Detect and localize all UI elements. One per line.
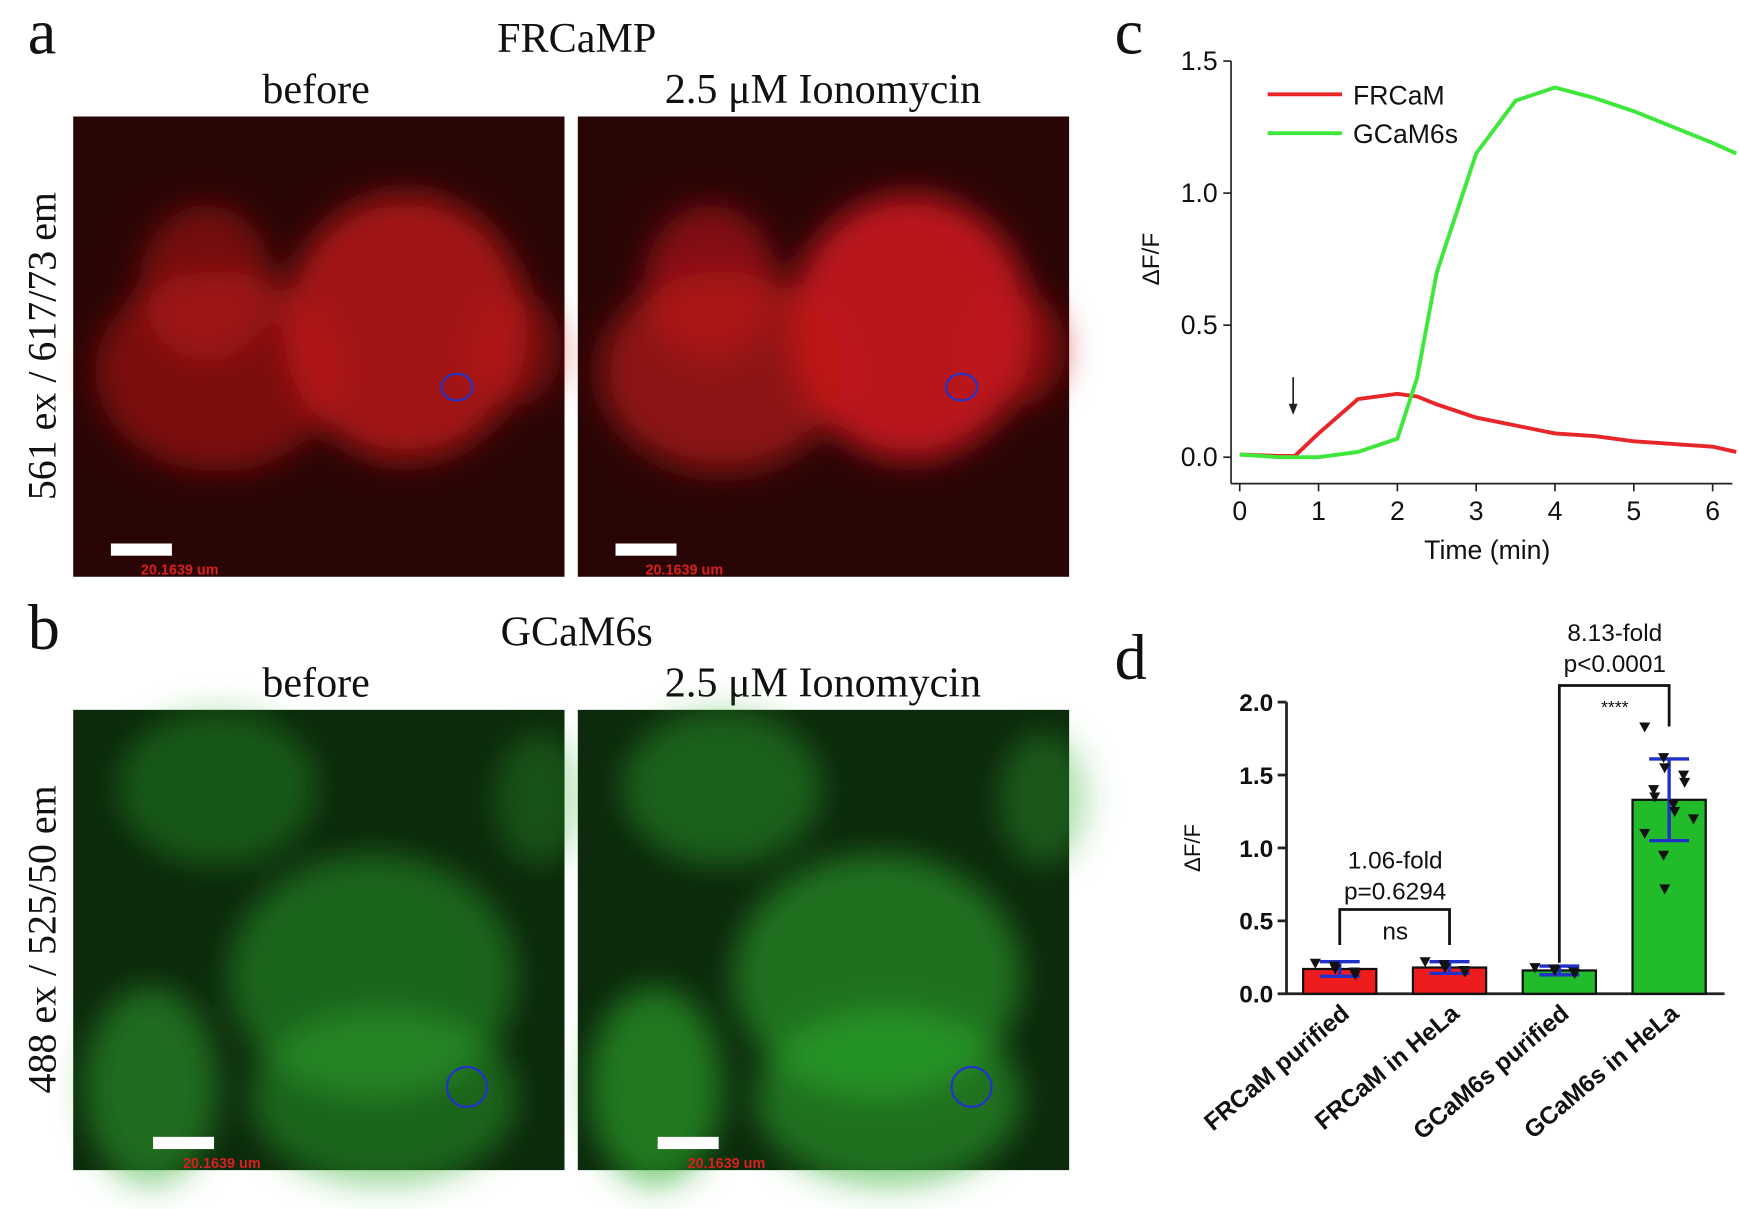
data-point <box>1569 968 1581 979</box>
data-point <box>1669 807 1681 818</box>
x-tick-label: 1 <box>1311 496 1326 526</box>
cell <box>117 709 318 866</box>
column-label: before <box>262 660 370 707</box>
cell <box>622 709 822 866</box>
panel-label: a <box>28 0 57 67</box>
series-line <box>1239 85 1738 460</box>
x-tick-label: 5 <box>1626 496 1641 526</box>
y-tick-label: 0.5 <box>1239 909 1273 936</box>
image-ylabel: 561 ex / 617/73 em <box>19 192 64 500</box>
cell <box>755 1009 1022 1187</box>
panel-label: b <box>28 592 60 663</box>
y-axis-label: ΔF/F <box>1138 233 1165 286</box>
x-tick-label: 4 <box>1548 496 1563 526</box>
annotation: p=0.6294 <box>1344 879 1446 906</box>
annotation: p<0.0001 <box>1564 651 1666 678</box>
annotation: 1.06-fold <box>1348 847 1443 874</box>
data-point <box>1329 964 1341 975</box>
x-tick-label: 3 <box>1469 496 1484 526</box>
cell <box>494 732 584 866</box>
image-ylabel: 488 ex / 525/50 em <box>19 785 64 1093</box>
data-point <box>1658 850 1670 861</box>
cell <box>283 194 528 461</box>
cell <box>977 293 1066 405</box>
column-label: 2.5 μM Ionomycin <box>665 66 981 113</box>
data-point <box>1659 884 1671 895</box>
cell <box>139 205 273 361</box>
cells <box>599 194 1066 472</box>
x-tick-label: 0 <box>1232 496 1247 526</box>
legend-label: FRCaM <box>1353 80 1445 110</box>
column-label: 2.5 μM Ionomycin <box>665 660 981 707</box>
data-point <box>1668 799 1680 810</box>
y-tick-label: 0.5 <box>1181 310 1218 340</box>
panel-label: c <box>1115 0 1144 67</box>
scale-bar-label: 20.1639 um <box>688 1156 766 1172</box>
annotation: **** <box>1601 697 1629 717</box>
x-tick-label: 6 <box>1705 496 1720 526</box>
image-title: GCaM6s <box>501 609 653 656</box>
scale-bar <box>615 543 677 556</box>
data-point <box>1309 958 1321 969</box>
data-point <box>1678 770 1690 781</box>
x-tick-label: 2 <box>1390 496 1405 526</box>
cells <box>588 709 1088 1187</box>
data-point <box>1439 963 1451 974</box>
scale-bar <box>110 543 172 556</box>
scale-bar-label: 20.1639 um <box>183 1156 261 1172</box>
x-axis-label: Time (min) <box>1424 535 1550 565</box>
data-point <box>1679 777 1691 788</box>
y-tick-label: 1.0 <box>1181 178 1218 208</box>
annotation: 8.13-fold <box>1567 620 1662 647</box>
data-point <box>1419 957 1431 968</box>
y-tick-label: 1.5 <box>1239 763 1273 790</box>
cell <box>472 293 562 405</box>
data-point <box>1687 814 1700 825</box>
arrow-head <box>1288 403 1298 415</box>
roi <box>440 372 474 402</box>
data-point <box>1349 970 1361 981</box>
data-point <box>1639 828 1651 839</box>
cell <box>644 205 778 361</box>
scale-bar <box>153 1136 215 1150</box>
roi <box>950 1065 993 1109</box>
y-tick-label: 1.5 <box>1181 46 1218 76</box>
panel-label: d <box>1115 622 1147 693</box>
series-line <box>1239 391 1737 458</box>
scale-bar-label: 20.1639 um <box>141 563 219 579</box>
y-tick-label: 1.0 <box>1239 836 1273 863</box>
data-point <box>1649 792 1661 803</box>
data-point <box>1648 785 1660 796</box>
bracket <box>1338 908 1451 945</box>
scale-bar <box>657 1136 719 1150</box>
cells <box>84 709 584 1187</box>
data-point <box>1639 722 1651 733</box>
cell <box>788 194 1033 461</box>
roi <box>944 372 979 402</box>
bracket <box>1557 684 1671 963</box>
y-axis-label: ΔF/F <box>1180 824 1205 872</box>
legend-label: GCaM6s <box>1353 119 1458 149</box>
data-point <box>1459 967 1471 978</box>
data-point <box>1529 963 1541 974</box>
scale-bar-label: 20.1639 um <box>645 563 723 579</box>
y-tick-label: 0.0 <box>1181 442 1218 472</box>
annotation: ns <box>1382 918 1408 945</box>
y-tick-label: 0.0 <box>1239 982 1273 1009</box>
cell <box>250 1009 517 1187</box>
cell <box>999 732 1088 866</box>
data-point <box>1659 763 1671 774</box>
data-point <box>1658 753 1670 764</box>
y-tick-label: 2.0 <box>1239 690 1273 717</box>
cells <box>95 194 562 472</box>
column-label: before <box>262 66 370 113</box>
roi <box>445 1065 488 1109</box>
data-point <box>1549 966 1561 976</box>
image-title: FRCaMP <box>497 15 656 62</box>
